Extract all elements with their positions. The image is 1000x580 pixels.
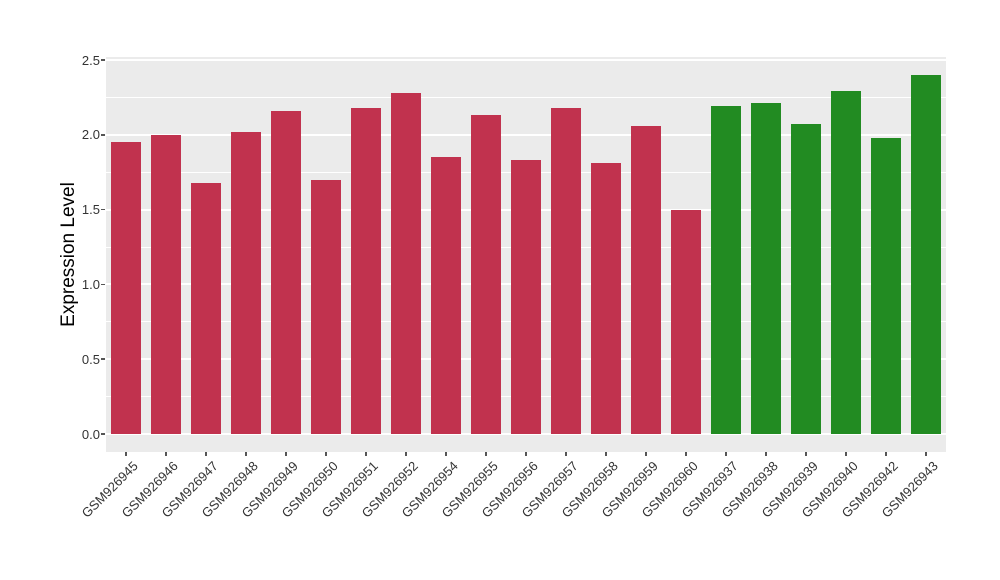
gridline-major bbox=[106, 133, 946, 136]
x-tick-mark bbox=[325, 452, 327, 456]
bar bbox=[231, 131, 261, 434]
x-tick-mark bbox=[925, 452, 927, 456]
y-tick-label: 0.0 bbox=[81, 426, 100, 442]
x-tick-mark bbox=[365, 452, 367, 456]
gridline-major bbox=[106, 59, 946, 61]
bar bbox=[151, 134, 181, 434]
x-tick-mark bbox=[525, 452, 527, 456]
x-tick-mark bbox=[245, 452, 247, 456]
y-tick-mark bbox=[101, 283, 105, 286]
bar bbox=[671, 209, 701, 434]
bar bbox=[271, 110, 301, 434]
x-tick-mark bbox=[885, 452, 887, 456]
bar bbox=[751, 103, 781, 434]
x-tick-mark bbox=[165, 452, 167, 456]
x-tick-mark bbox=[765, 452, 767, 456]
y-tick-mark bbox=[101, 59, 105, 61]
bar bbox=[391, 92, 421, 434]
y-axis-title: Expression Level bbox=[58, 182, 79, 327]
bar bbox=[191, 182, 221, 434]
bar bbox=[631, 125, 661, 434]
bar bbox=[471, 115, 501, 434]
bar bbox=[431, 157, 461, 434]
y-tick-mark bbox=[101, 433, 105, 435]
x-tick-mark bbox=[565, 452, 567, 456]
x-tick-mark bbox=[725, 452, 727, 456]
y-tick-label: 2.5 bbox=[81, 52, 100, 68]
bar bbox=[551, 107, 581, 434]
y-tick-label: 1.0 bbox=[81, 276, 100, 292]
x-tick-mark bbox=[445, 452, 447, 456]
x-tick-mark bbox=[285, 452, 287, 456]
x-tick-mark bbox=[125, 452, 127, 456]
x-tick-mark bbox=[645, 452, 647, 456]
x-tick-mark bbox=[805, 452, 807, 456]
bar bbox=[871, 137, 901, 434]
bar bbox=[511, 160, 541, 434]
gridline-major bbox=[106, 433, 946, 435]
bar bbox=[791, 124, 821, 434]
bar bbox=[591, 163, 621, 434]
x-tick-mark bbox=[485, 452, 487, 456]
y-tick-mark bbox=[101, 134, 105, 136]
x-tick-mark bbox=[685, 452, 687, 456]
bar bbox=[111, 142, 141, 434]
gridline-minor bbox=[106, 96, 946, 98]
bar bbox=[351, 107, 381, 434]
y-tick-label: 2.0 bbox=[81, 127, 100, 143]
bar bbox=[911, 74, 941, 434]
x-tick-mark bbox=[405, 452, 407, 456]
x-tick-mark bbox=[205, 452, 207, 456]
y-tick-label: 1.5 bbox=[81, 202, 100, 218]
bar bbox=[711, 106, 741, 434]
bar bbox=[311, 179, 341, 434]
y-tick-mark bbox=[101, 208, 105, 211]
y-tick-label: 0.5 bbox=[81, 351, 100, 367]
x-tick-mark bbox=[845, 452, 847, 456]
bar bbox=[831, 91, 861, 434]
plot-panel bbox=[106, 57, 946, 452]
x-tick-mark bbox=[605, 452, 607, 456]
y-tick-mark bbox=[101, 358, 105, 360]
